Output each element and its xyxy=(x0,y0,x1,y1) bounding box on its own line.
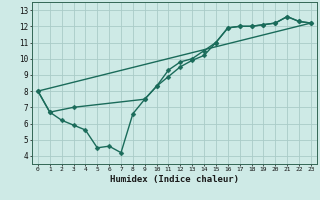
X-axis label: Humidex (Indice chaleur): Humidex (Indice chaleur) xyxy=(110,175,239,184)
